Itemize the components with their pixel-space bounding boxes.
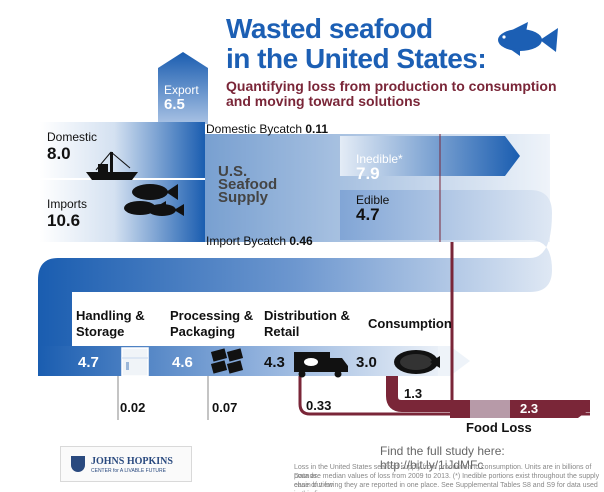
fish-logo-icon [498, 22, 558, 56]
stage-title-handling-line1: Handling & [76, 308, 145, 323]
stage-title-processing-line2: Packaging [170, 324, 236, 339]
logo-line1: JOHNS HOPKINS [91, 456, 173, 467]
note-line3: ease of viewing they are reported in one… [294, 482, 598, 492]
inedible-arrow [340, 136, 520, 176]
loss-lines [117, 134, 590, 420]
domestic-bycatch-value: 0.11 [305, 122, 329, 136]
edible-label: Edible [356, 193, 390, 207]
edible-value: 4.7 [356, 205, 380, 224]
stage-value-consumption: 3.0 [356, 354, 377, 371]
page-title-line2: in the United States: [226, 43, 487, 74]
export-arrow [158, 52, 208, 124]
fish-school-icon [124, 184, 184, 216]
stage-value-handling: 4.7 [78, 354, 99, 371]
note-line2: Data are median values of loss from 2009… [294, 473, 600, 489]
subtitle-line2: and moving toward solutions [226, 93, 421, 109]
loss-processing: 0.07 [212, 400, 238, 415]
delivery-truck-icon [294, 352, 348, 378]
import-bycatch: Import Bycatch 0.46 [206, 234, 313, 248]
stage-title-distribution-line2: Retail [264, 324, 300, 339]
loss-distribution: 0.33 [306, 398, 332, 413]
stage-title-distribution-line1: Distribution & [264, 308, 350, 323]
food-loss-label: Food Loss [466, 420, 532, 435]
export-label: Export [164, 83, 199, 97]
imports-label: Imports [47, 197, 88, 211]
food-loss-value: 2.3 [520, 401, 539, 416]
note-line1: Loss in the United States seafood supply… [294, 464, 592, 480]
stage-title-processing-line1: Processing & [170, 308, 254, 323]
fishing-boat-icon [86, 151, 138, 180]
inedible-value: 7.9 [356, 164, 380, 183]
import-bycatch-value: 0.46 [289, 234, 313, 248]
imports-value: 10.6 [47, 211, 81, 230]
study-link[interactable]: Find the full study here: http://bit.ly/… [380, 444, 505, 472]
domestic-label: Domestic [47, 130, 98, 144]
logo-line2: CENTER for A LIVABLE FUTURE [91, 468, 166, 474]
page-title-line1: Wasted seafood [226, 13, 433, 44]
supply-label-line2: Seafood [218, 176, 278, 193]
domestic-bycatch: Domestic Bycatch 0.11 [206, 122, 328, 136]
import-bycatch-label: Import Bycatch [206, 234, 287, 248]
stage-arrow-head [438, 346, 470, 376]
stage-value-distribution: 4.3 [264, 354, 285, 371]
supply-label-line3: Supply [218, 189, 269, 206]
stage-title-distribution: Distribution & Retail [264, 308, 350, 340]
u-turn [38, 190, 552, 372]
refrigerator-icon [121, 347, 149, 377]
domestic-block [40, 122, 205, 178]
stage-title-processing: Processing & Packaging [170, 308, 253, 340]
domestic-value: 8.0 [47, 144, 71, 163]
loss-handling: 0.02 [120, 400, 146, 415]
stage-value-processing: 4.6 [172, 354, 193, 371]
johns-hopkins-logo: JOHNS HOPKINS CENTER for A LIVABLE FUTUR… [60, 446, 192, 482]
shield-icon [71, 456, 85, 472]
stage-title-handling-line2: Storage [76, 324, 125, 339]
inedible-label: Inedible* [356, 152, 403, 166]
plated-fish-icon [394, 350, 440, 374]
stage-title-consumption: Consumption [368, 316, 452, 331]
stage-title-handling: Handling & Storage [76, 308, 145, 340]
supply-label-line1: U.S. [218, 163, 248, 180]
packaged-fish-icon [210, 348, 244, 374]
subtitle-line1: Quantifying loss from production to cons… [226, 78, 557, 94]
loss-consumption: 1.3 [404, 386, 423, 401]
domestic-bycatch-label: Domestic Bycatch [206, 122, 303, 136]
export-value: 6.5 [164, 96, 185, 113]
